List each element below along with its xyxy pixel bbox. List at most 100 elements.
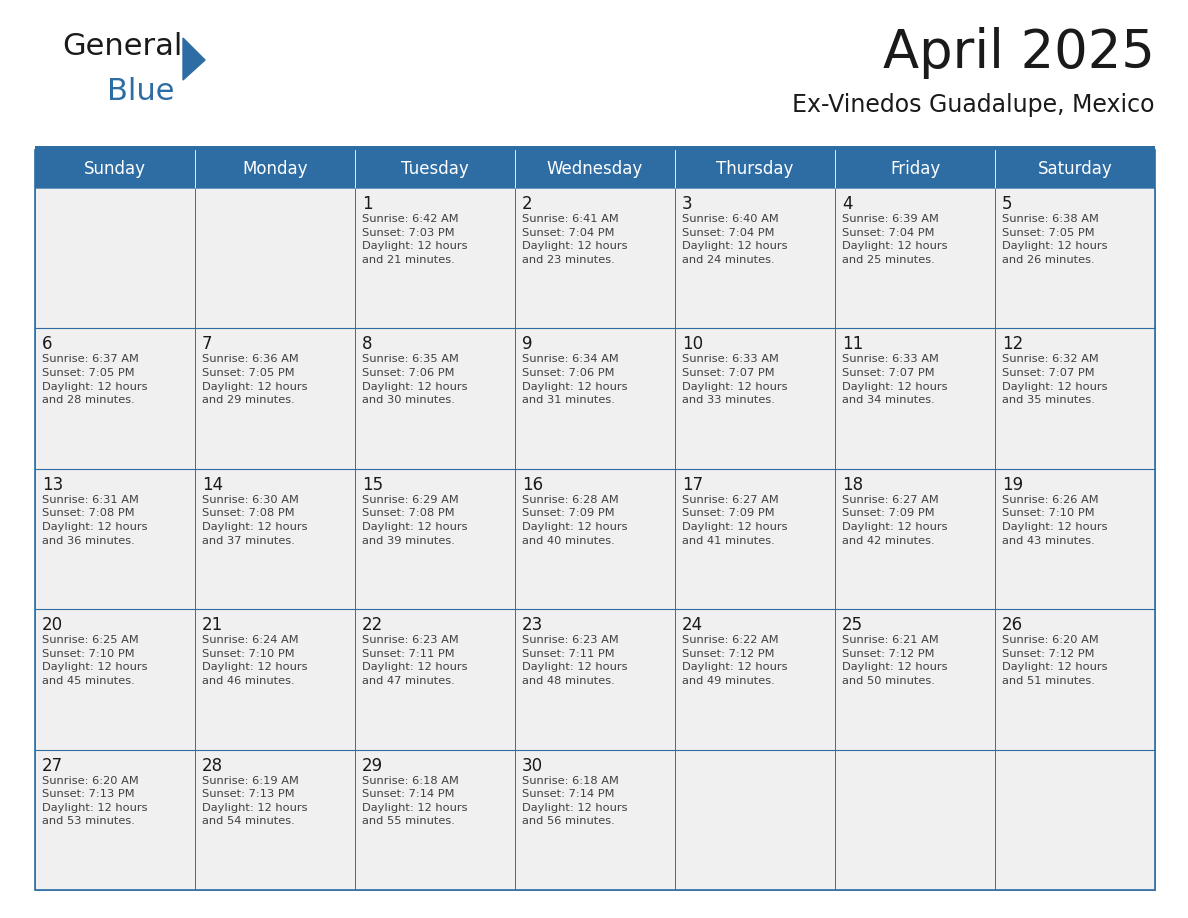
Text: 24: 24 (682, 616, 703, 634)
Text: Sunrise: 6:41 AM
Sunset: 7:04 PM
Daylight: 12 hours
and 23 minutes.: Sunrise: 6:41 AM Sunset: 7:04 PM Dayligh… (522, 214, 627, 264)
Text: Sunrise: 6:40 AM
Sunset: 7:04 PM
Daylight: 12 hours
and 24 minutes.: Sunrise: 6:40 AM Sunset: 7:04 PM Dayligh… (682, 214, 788, 264)
Text: Sunrise: 6:25 AM
Sunset: 7:10 PM
Daylight: 12 hours
and 45 minutes.: Sunrise: 6:25 AM Sunset: 7:10 PM Dayligh… (42, 635, 147, 686)
Text: 29: 29 (362, 756, 383, 775)
Bar (516, 750, 675, 890)
Text: Sunday: Sunday (84, 160, 146, 178)
Text: 18: 18 (842, 476, 864, 494)
Bar (835, 188, 996, 329)
Bar (195, 188, 355, 329)
Text: 22: 22 (362, 616, 384, 634)
Text: Sunrise: 6:22 AM
Sunset: 7:12 PM
Daylight: 12 hours
and 49 minutes.: Sunrise: 6:22 AM Sunset: 7:12 PM Dayligh… (682, 635, 788, 686)
Text: 14: 14 (202, 476, 223, 494)
Text: Sunrise: 6:19 AM
Sunset: 7:13 PM
Daylight: 12 hours
and 54 minutes.: Sunrise: 6:19 AM Sunset: 7:13 PM Dayligh… (202, 776, 308, 826)
Bar (996, 469, 1155, 610)
Bar (34, 150, 1155, 890)
Text: Sunrise: 6:31 AM
Sunset: 7:08 PM
Daylight: 12 hours
and 36 minutes.: Sunrise: 6:31 AM Sunset: 7:08 PM Dayligh… (42, 495, 147, 545)
Bar (996, 188, 1155, 329)
Text: Sunrise: 6:29 AM
Sunset: 7:08 PM
Daylight: 12 hours
and 39 minutes.: Sunrise: 6:29 AM Sunset: 7:08 PM Dayligh… (362, 495, 468, 545)
Bar (195, 329, 355, 469)
Text: Sunrise: 6:33 AM
Sunset: 7:07 PM
Daylight: 12 hours
and 34 minutes.: Sunrise: 6:33 AM Sunset: 7:07 PM Dayligh… (842, 354, 948, 405)
Text: 12: 12 (1001, 335, 1023, 353)
Bar (355, 188, 516, 329)
Text: 23: 23 (522, 616, 543, 634)
Text: Monday: Monday (242, 160, 308, 178)
Text: 2: 2 (522, 195, 532, 213)
Bar (34, 329, 195, 469)
Text: 20: 20 (42, 616, 63, 634)
Text: 4: 4 (842, 195, 853, 213)
Text: Sunrise: 6:27 AM
Sunset: 7:09 PM
Daylight: 12 hours
and 41 minutes.: Sunrise: 6:27 AM Sunset: 7:09 PM Dayligh… (682, 495, 788, 545)
Bar (675, 329, 835, 469)
Text: 5: 5 (1001, 195, 1012, 213)
Text: Sunrise: 6:42 AM
Sunset: 7:03 PM
Daylight: 12 hours
and 21 minutes.: Sunrise: 6:42 AM Sunset: 7:03 PM Dayligh… (362, 214, 468, 264)
Text: 11: 11 (842, 335, 864, 353)
Text: Sunrise: 6:33 AM
Sunset: 7:07 PM
Daylight: 12 hours
and 33 minutes.: Sunrise: 6:33 AM Sunset: 7:07 PM Dayligh… (682, 354, 788, 405)
Text: 6: 6 (42, 335, 52, 353)
Text: 21: 21 (202, 616, 223, 634)
Bar (355, 469, 516, 610)
Text: Sunrise: 6:24 AM
Sunset: 7:10 PM
Daylight: 12 hours
and 46 minutes.: Sunrise: 6:24 AM Sunset: 7:10 PM Dayligh… (202, 635, 308, 686)
Text: 3: 3 (682, 195, 693, 213)
Bar (835, 469, 996, 610)
Bar (835, 750, 996, 890)
Bar (34, 150, 1155, 188)
Bar (34, 610, 195, 750)
Text: 19: 19 (1001, 476, 1023, 494)
Text: Sunrise: 6:30 AM
Sunset: 7:08 PM
Daylight: 12 hours
and 37 minutes.: Sunrise: 6:30 AM Sunset: 7:08 PM Dayligh… (202, 495, 308, 545)
Bar (835, 610, 996, 750)
Text: Sunrise: 6:23 AM
Sunset: 7:11 PM
Daylight: 12 hours
and 48 minutes.: Sunrise: 6:23 AM Sunset: 7:11 PM Dayligh… (522, 635, 627, 686)
Text: Thursday: Thursday (716, 160, 794, 178)
Text: General: General (62, 32, 183, 61)
Text: Ex-Vinedos Guadalupe, Mexico: Ex-Vinedos Guadalupe, Mexico (792, 93, 1155, 117)
Text: Sunrise: 6:18 AM
Sunset: 7:14 PM
Daylight: 12 hours
and 56 minutes.: Sunrise: 6:18 AM Sunset: 7:14 PM Dayligh… (522, 776, 627, 826)
Bar (516, 188, 675, 329)
Text: Sunrise: 6:26 AM
Sunset: 7:10 PM
Daylight: 12 hours
and 43 minutes.: Sunrise: 6:26 AM Sunset: 7:10 PM Dayligh… (1001, 495, 1107, 545)
Text: Friday: Friday (890, 160, 940, 178)
Text: 17: 17 (682, 476, 703, 494)
Bar (516, 610, 675, 750)
Bar (355, 750, 516, 890)
Bar (835, 329, 996, 469)
Text: April 2025: April 2025 (883, 27, 1155, 79)
Text: 26: 26 (1001, 616, 1023, 634)
Text: 1: 1 (362, 195, 373, 213)
Polygon shape (183, 38, 206, 80)
Text: Sunrise: 6:38 AM
Sunset: 7:05 PM
Daylight: 12 hours
and 26 minutes.: Sunrise: 6:38 AM Sunset: 7:05 PM Dayligh… (1001, 214, 1107, 264)
Bar (355, 610, 516, 750)
Text: Sunrise: 6:35 AM
Sunset: 7:06 PM
Daylight: 12 hours
and 30 minutes.: Sunrise: 6:35 AM Sunset: 7:06 PM Dayligh… (362, 354, 468, 405)
Text: Sunrise: 6:28 AM
Sunset: 7:09 PM
Daylight: 12 hours
and 40 minutes.: Sunrise: 6:28 AM Sunset: 7:09 PM Dayligh… (522, 495, 627, 545)
Text: Saturday: Saturday (1037, 160, 1112, 178)
Text: 15: 15 (362, 476, 383, 494)
Text: 10: 10 (682, 335, 703, 353)
Bar (34, 469, 195, 610)
Text: Sunrise: 6:32 AM
Sunset: 7:07 PM
Daylight: 12 hours
and 35 minutes.: Sunrise: 6:32 AM Sunset: 7:07 PM Dayligh… (1001, 354, 1107, 405)
Bar (675, 750, 835, 890)
Bar (195, 750, 355, 890)
Bar (34, 146, 1155, 150)
Text: Sunrise: 6:18 AM
Sunset: 7:14 PM
Daylight: 12 hours
and 55 minutes.: Sunrise: 6:18 AM Sunset: 7:14 PM Dayligh… (362, 776, 468, 826)
Text: 16: 16 (522, 476, 543, 494)
Text: Sunrise: 6:34 AM
Sunset: 7:06 PM
Daylight: 12 hours
and 31 minutes.: Sunrise: 6:34 AM Sunset: 7:06 PM Dayligh… (522, 354, 627, 405)
Text: Sunrise: 6:20 AM
Sunset: 7:12 PM
Daylight: 12 hours
and 51 minutes.: Sunrise: 6:20 AM Sunset: 7:12 PM Dayligh… (1001, 635, 1107, 686)
Text: 28: 28 (202, 756, 223, 775)
Text: 13: 13 (42, 476, 63, 494)
Text: Sunrise: 6:37 AM
Sunset: 7:05 PM
Daylight: 12 hours
and 28 minutes.: Sunrise: 6:37 AM Sunset: 7:05 PM Dayligh… (42, 354, 147, 405)
Text: 25: 25 (842, 616, 864, 634)
Bar (675, 469, 835, 610)
Text: 27: 27 (42, 756, 63, 775)
Bar (675, 188, 835, 329)
Text: 9: 9 (522, 335, 532, 353)
Bar (355, 329, 516, 469)
Text: 7: 7 (202, 335, 213, 353)
Text: Blue: Blue (107, 77, 175, 106)
Text: Sunrise: 6:36 AM
Sunset: 7:05 PM
Daylight: 12 hours
and 29 minutes.: Sunrise: 6:36 AM Sunset: 7:05 PM Dayligh… (202, 354, 308, 405)
Bar (34, 750, 195, 890)
Text: Wednesday: Wednesday (546, 160, 643, 178)
Text: Sunrise: 6:23 AM
Sunset: 7:11 PM
Daylight: 12 hours
and 47 minutes.: Sunrise: 6:23 AM Sunset: 7:11 PM Dayligh… (362, 635, 468, 686)
Bar (996, 610, 1155, 750)
Text: Sunrise: 6:21 AM
Sunset: 7:12 PM
Daylight: 12 hours
and 50 minutes.: Sunrise: 6:21 AM Sunset: 7:12 PM Dayligh… (842, 635, 948, 686)
Bar (996, 750, 1155, 890)
Text: Tuesday: Tuesday (402, 160, 469, 178)
Text: 8: 8 (362, 335, 373, 353)
Bar (675, 610, 835, 750)
